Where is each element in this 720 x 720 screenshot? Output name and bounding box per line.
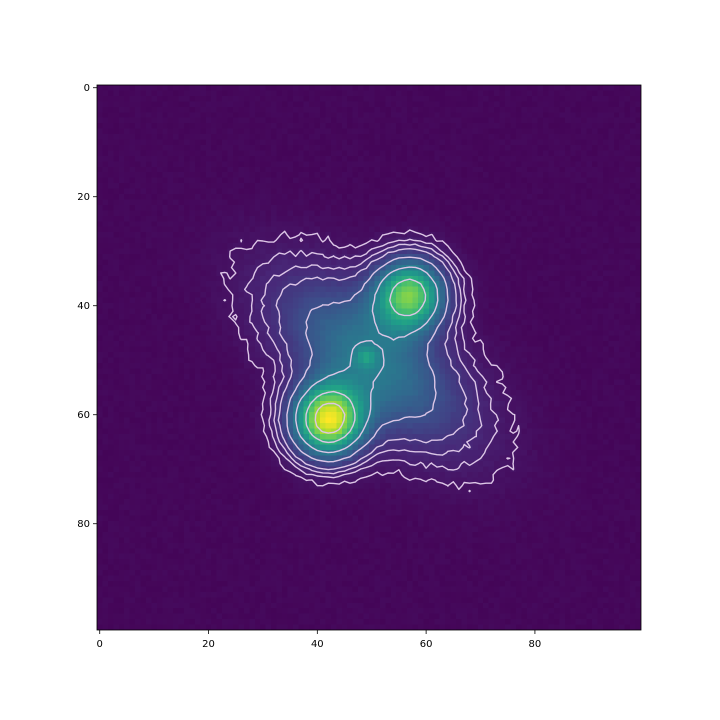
x-tick-label-20: 20 (202, 639, 215, 650)
y-tick-label-20: 20 (77, 192, 90, 203)
x-tick-label-0: 0 (97, 639, 103, 650)
x-tick-label-60: 60 (420, 639, 433, 650)
y-tick-label-80: 80 (77, 519, 90, 530)
contour-level-1 (244, 238, 500, 479)
contour-level-6 (305, 278, 427, 444)
contour-level-3 (275, 248, 469, 471)
contour-level-5 (295, 266, 439, 454)
contour-level-2 (260, 243, 483, 475)
y-tick-label-40: 40 (77, 301, 90, 312)
contour-level-7 (314, 402, 346, 434)
contour-lines (220, 229, 520, 493)
y-tick-label-0: 0 (84, 83, 90, 94)
x-tick-label-80: 80 (529, 639, 542, 650)
plot-area (96, 84, 642, 631)
y-axis: 0 20 40 60 80 (77, 83, 97, 530)
x-axis: 0 20 40 60 80 (97, 630, 542, 650)
contour-level-0 (220, 229, 520, 493)
y-tick-label-60: 60 (77, 410, 90, 421)
x-tick-label-40: 40 (311, 639, 324, 650)
heatmap-image (97, 85, 641, 630)
plot-frame (96, 84, 642, 631)
contour-level-4 (286, 256, 449, 463)
